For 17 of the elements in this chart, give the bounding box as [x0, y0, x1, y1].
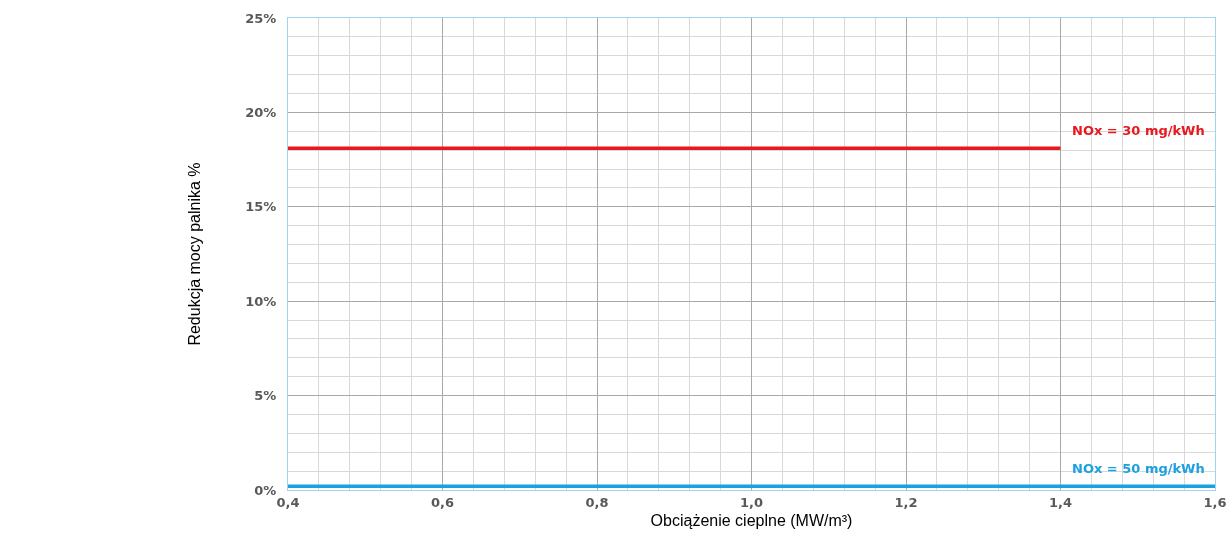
x-axis-title: Obciążenie cieplne (MW/m³)	[650, 512, 853, 530]
y-tick-label: 20%	[245, 104, 277, 120]
x-tick-label: 0,8	[585, 494, 609, 510]
y-tick-label: 5%	[254, 388, 277, 404]
x-tick-label: 1,0	[739, 494, 764, 510]
y-axis-title: Redukcja mocy palnika %	[186, 162, 204, 346]
y-tick-label: 10%	[245, 293, 277, 309]
x-tick-label: 0,4	[276, 494, 300, 510]
x-tick-label: 1,2	[894, 494, 918, 510]
y-tick-label: 0%	[254, 482, 277, 498]
x-tick-label: 1,6	[1203, 494, 1227, 510]
y-tick-label: 25%	[245, 10, 277, 26]
series-label: NOx = 30 mg/kWh	[1072, 123, 1205, 138]
y-tick-label: 15%	[245, 199, 277, 215]
series-label: NOx = 50 mg/kWh	[1072, 461, 1205, 476]
x-tick-label: 0,6	[430, 494, 455, 510]
x-tick-label: 1,4	[1048, 494, 1073, 510]
